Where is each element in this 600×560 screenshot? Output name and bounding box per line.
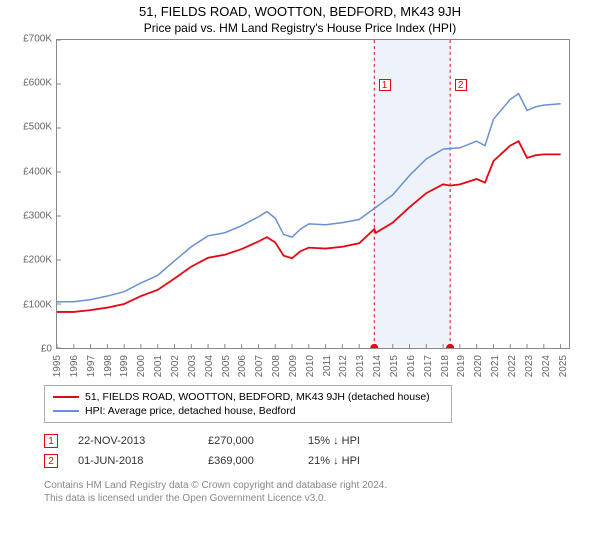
chart-container: 51, FIELDS ROAD, WOOTTON, BEDFORD, MK43 … xyxy=(0,0,600,560)
y-axis-label: £200K xyxy=(10,255,52,266)
footnote: Contains HM Land Registry data © Crown c… xyxy=(44,479,600,505)
chart-title: 51, FIELDS ROAD, WOOTTON, BEDFORD, MK43 … xyxy=(0,0,600,21)
y-axis-label: £500K xyxy=(10,122,52,133)
sale-marker-icon: 2 xyxy=(44,454,58,468)
chart-area: £0£100K£200K£300K£400K£500K£600K£700K199… xyxy=(10,39,570,379)
footnote-line: This data is licensed under the Open Gov… xyxy=(44,492,600,505)
legend-item: 51, FIELDS ROAD, WOOTTON, BEDFORD, MK43 … xyxy=(53,390,443,404)
y-axis-label: £300K xyxy=(10,211,52,222)
sale-date: 01-JUN-2018 xyxy=(78,455,188,467)
y-axis-label: £700K xyxy=(10,33,52,44)
sale-delta: 21% ↓ HPI xyxy=(308,455,360,467)
sale-delta: 15% ↓ HPI xyxy=(308,435,360,447)
y-axis-label: £100K xyxy=(10,299,52,310)
sales-table: 1 22-NOV-2013 £270,000 15% ↓ HPI 2 01-JUN-201… xyxy=(44,431,600,471)
y-axis-label: £400K xyxy=(10,166,52,177)
footnote-line: Contains HM Land Registry data © Crown c… xyxy=(44,479,600,492)
legend-swatch xyxy=(53,396,79,398)
x-axis-label: 2025 xyxy=(558,355,586,377)
sale-marker-icon: 1 xyxy=(44,434,58,448)
sale-date: 22-NOV-2013 xyxy=(78,435,188,447)
legend-label: 51, FIELDS ROAD, WOOTTON, BEDFORD, MK43 … xyxy=(85,391,430,403)
legend-label: HPI: Average price, detached house, Bedf… xyxy=(85,405,296,417)
sale-marker-label: 2 xyxy=(455,79,467,91)
sale-marker-label: 1 xyxy=(379,79,391,91)
sale-price: £369,000 xyxy=(208,455,288,467)
legend-swatch xyxy=(53,410,79,412)
plot-box xyxy=(56,39,570,349)
y-axis-label: £0 xyxy=(10,343,52,354)
legend-item: HPI: Average price, detached house, Bedf… xyxy=(53,404,443,418)
sale-row: 2 01-JUN-2018 £369,000 21% ↓ HPI xyxy=(44,451,600,471)
sale-price: £270,000 xyxy=(208,435,288,447)
plot-svg xyxy=(57,40,569,348)
sale-row: 1 22-NOV-2013 £270,000 15% ↓ HPI xyxy=(44,431,600,451)
chart-subtitle: Price paid vs. HM Land Registry's House … xyxy=(0,21,600,39)
y-axis-label: £600K xyxy=(10,78,52,89)
legend: 51, FIELDS ROAD, WOOTTON, BEDFORD, MK43 … xyxy=(44,385,452,423)
